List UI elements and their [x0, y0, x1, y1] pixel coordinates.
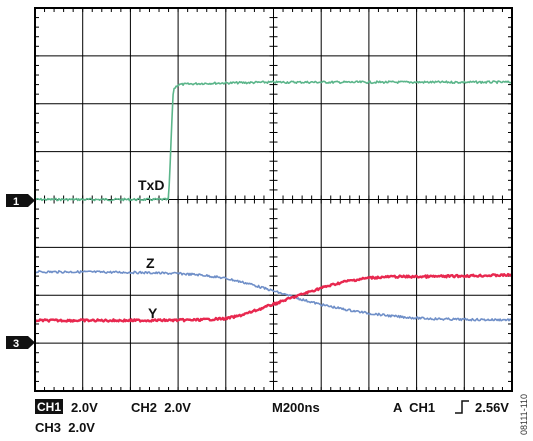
trigger-source: A CH1 — [393, 400, 435, 415]
channel-3-marker-label: 3 — [13, 338, 19, 350]
figure-id: 08111-110 — [519, 394, 529, 435]
ch3-scale: CH3 2.0V — [35, 420, 95, 435]
ch1-badge: CH1 — [37, 400, 61, 414]
trace-label-txd: TxD — [138, 177, 164, 193]
ch1-scale: 2.0V — [71, 400, 98, 415]
ch1-badge-background — [35, 399, 63, 414]
trace-label-y: Y — [148, 305, 158, 321]
channel-1-marker-arrow — [6, 194, 35, 207]
ch2-scale: CH2 2.0V — [131, 400, 191, 415]
rising-edge-icon — [455, 400, 469, 414]
channel-3-marker-arrow — [6, 336, 35, 349]
channel-1-marker-label: 1 — [13, 196, 19, 208]
trace-z — [34, 269, 513, 322]
timebase: M200ns — [272, 400, 320, 415]
channel-1-marker: 1 — [6, 194, 35, 208]
channel-3-marker: 3 — [6, 336, 35, 350]
trace-txd — [34, 80, 513, 202]
trigger-level: 2.56V — [475, 400, 509, 415]
traces — [34, 80, 513, 323]
plot-frame — [34, 7, 513, 392]
trace-y — [34, 272, 513, 323]
trace-label-z: Z — [146, 255, 155, 271]
scope-readout: CH1 2.0V CH2 2.0V M200ns A CH1 2.56V CH3… — [35, 399, 509, 435]
